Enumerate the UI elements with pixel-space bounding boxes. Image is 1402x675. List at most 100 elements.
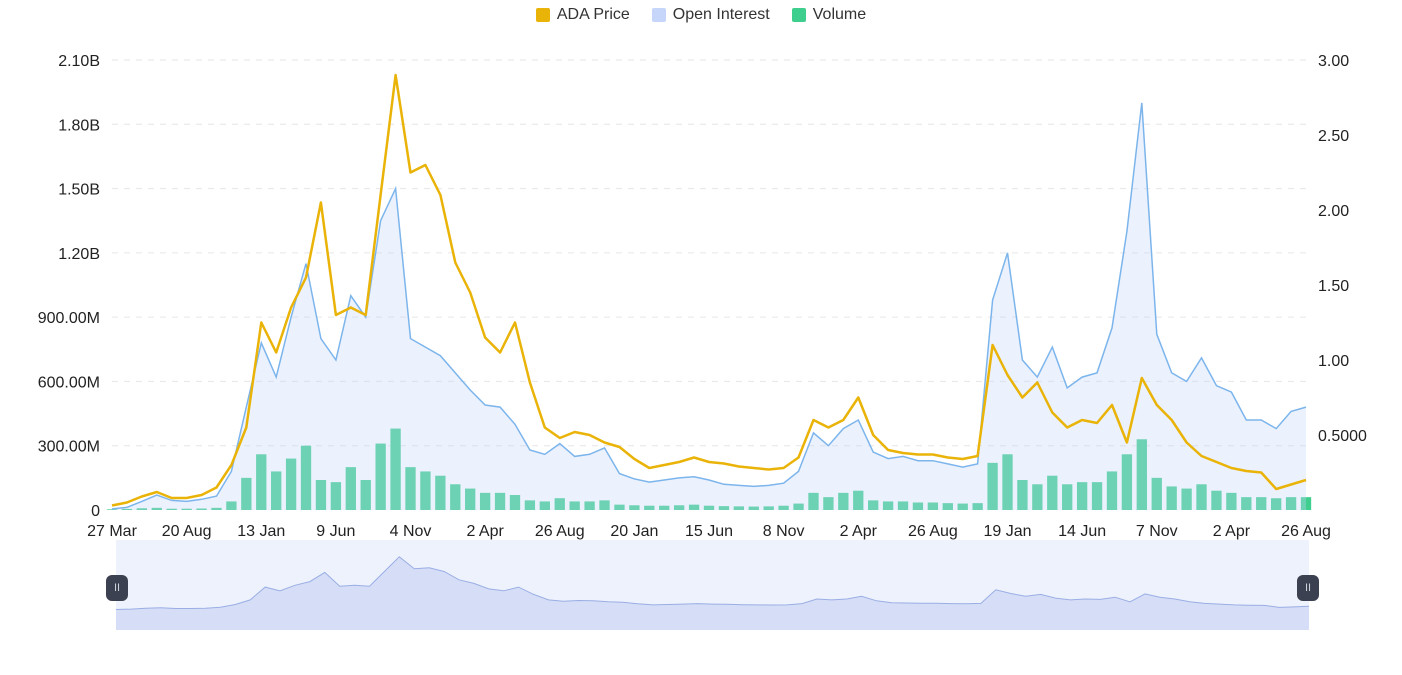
volume-bar [1300,497,1312,510]
right-tick-label: 2.00 [1318,203,1349,220]
volume-bar [330,482,342,510]
volume-bar [957,503,968,510]
x-tick-label: 20 Aug [162,523,212,540]
volume-bar [987,462,998,510]
left-tick-label: 1.20B [58,246,100,263]
volume-bar [853,490,864,510]
open-interest-swatch-icon [651,8,666,22]
volume-bar [912,502,924,510]
volume-bar [300,445,312,510]
x-axis: 27 Mar 20 Aug 13 Jan 9 Jun 4 Nov 2 Apr 26 Aug 2… [87,523,1331,540]
open-interest-area [112,102,1306,511]
volume-bar [942,503,953,510]
volume-bar [673,505,685,510]
x-tick-label: 2 Apr [466,523,504,540]
legend-volume-label: Volume [812,6,867,23]
x-tick-label: 7 Nov [1136,523,1178,540]
volume-bar [256,454,267,510]
chart-legend: ADA Price Open Interest Volume [0,6,1402,24]
x-tick-label: 26 Aug [908,523,958,540]
volume-bar [644,505,655,510]
x-tick-label: 26 Aug [535,523,585,540]
volume-bar [897,501,909,510]
open-interest-series [111,102,1307,511]
x-tick-label: 2 Apr [1213,523,1251,540]
price-line [111,73,1307,507]
volume-bar [778,505,789,510]
open-interest-line [111,102,1307,510]
left-tick-label: 900.00M [38,310,100,327]
volume-bar [882,501,894,510]
volume-bar [435,475,446,510]
volume-bar [405,467,416,510]
volume-bar [196,508,207,510]
x-tick-label: 19 Jan [983,523,1031,540]
volume-bar [181,508,192,510]
chart-area: 0 300.00M 600.00M 900.00M 1.20B 1.50B 1.80B 2.1… [38,53,1367,540]
legend-item-price[interactable]: ADA Price [535,6,630,24]
x-tick-label: 8 Nov [763,523,805,540]
price-series [111,73,1307,507]
volume-bar [375,443,386,510]
navigator-right-handle-icon[interactable]: II [1297,575,1319,601]
x-tick-label: 20 Jan [610,523,658,540]
volume-bar [1181,488,1192,510]
volume-bar [211,507,222,510]
right-tick-label: 1.50 [1318,278,1349,295]
volume-bar [1121,454,1133,510]
volume-bar [345,467,356,510]
volume-bar [1076,482,1088,510]
volume-bar [1106,471,1118,510]
volume-bar [360,480,371,510]
volume-bar [285,458,297,510]
volume-bar [659,505,670,510]
volume-bar [569,501,580,510]
left-tick-label: 2.10B [58,53,100,70]
volume-bar [614,504,625,510]
volume-bar [793,503,804,510]
volume-swatch-icon [791,8,806,22]
left-tick-label: 0 [91,503,100,520]
volume-bar [972,503,983,510]
volume-bar [524,500,536,510]
volume-bar [1211,490,1222,510]
legend-item-open-interest[interactable]: Open Interest [651,6,770,24]
volume-bar [136,508,148,510]
volume-bar [479,492,491,510]
right-tick-label: 2.50 [1318,128,1349,145]
volume-bar [1151,477,1162,510]
x-tick-label: 9 Jun [316,523,355,540]
volume-bar [1062,484,1073,510]
volume-bar [1032,484,1043,510]
navigator-line [115,556,1310,610]
right-tick-label: 3.00 [1318,53,1349,70]
x-tick-label: 27 Mar [87,523,137,540]
range-navigator[interactable]: II II [106,540,1319,630]
x-tick-label: 4 Nov [390,523,432,540]
legend-price-label: ADA Price [556,6,630,23]
right-tick-label: 0.5000 [1318,428,1367,445]
x-tick-label: 15 Jun [685,523,733,540]
volume-bar [166,508,177,510]
legend-item-volume[interactable]: Volume [791,6,867,24]
volume-bar [1166,486,1177,510]
volume-bar [927,502,939,510]
volume-bar [494,492,506,510]
navigator-left-handle-icon[interactable]: II [106,575,128,601]
volume-bar [808,492,819,510]
volume-bar [1196,484,1207,510]
volume-bar [703,505,715,510]
x-tick-label: 14 Jun [1058,523,1106,540]
right-y-axis: 0.5000 1.00 1.50 2.00 2.50 3.00 [1318,53,1367,445]
legend-oi-label: Open Interest [672,6,770,23]
volume-bar [271,471,282,510]
left-y-axis: 0 300.00M 600.00M 900.00M 1.20B 1.50B 1.80B 2.1… [38,53,100,520]
navigator-overview [115,556,1310,630]
volume-bar [629,505,640,510]
volume-bar [1136,439,1147,510]
x-tick-label: 26 Aug [1281,523,1331,540]
volume-bar [868,500,879,510]
volume-bar [1241,497,1252,510]
volume-bar [688,504,700,510]
volume-bar [554,498,565,510]
